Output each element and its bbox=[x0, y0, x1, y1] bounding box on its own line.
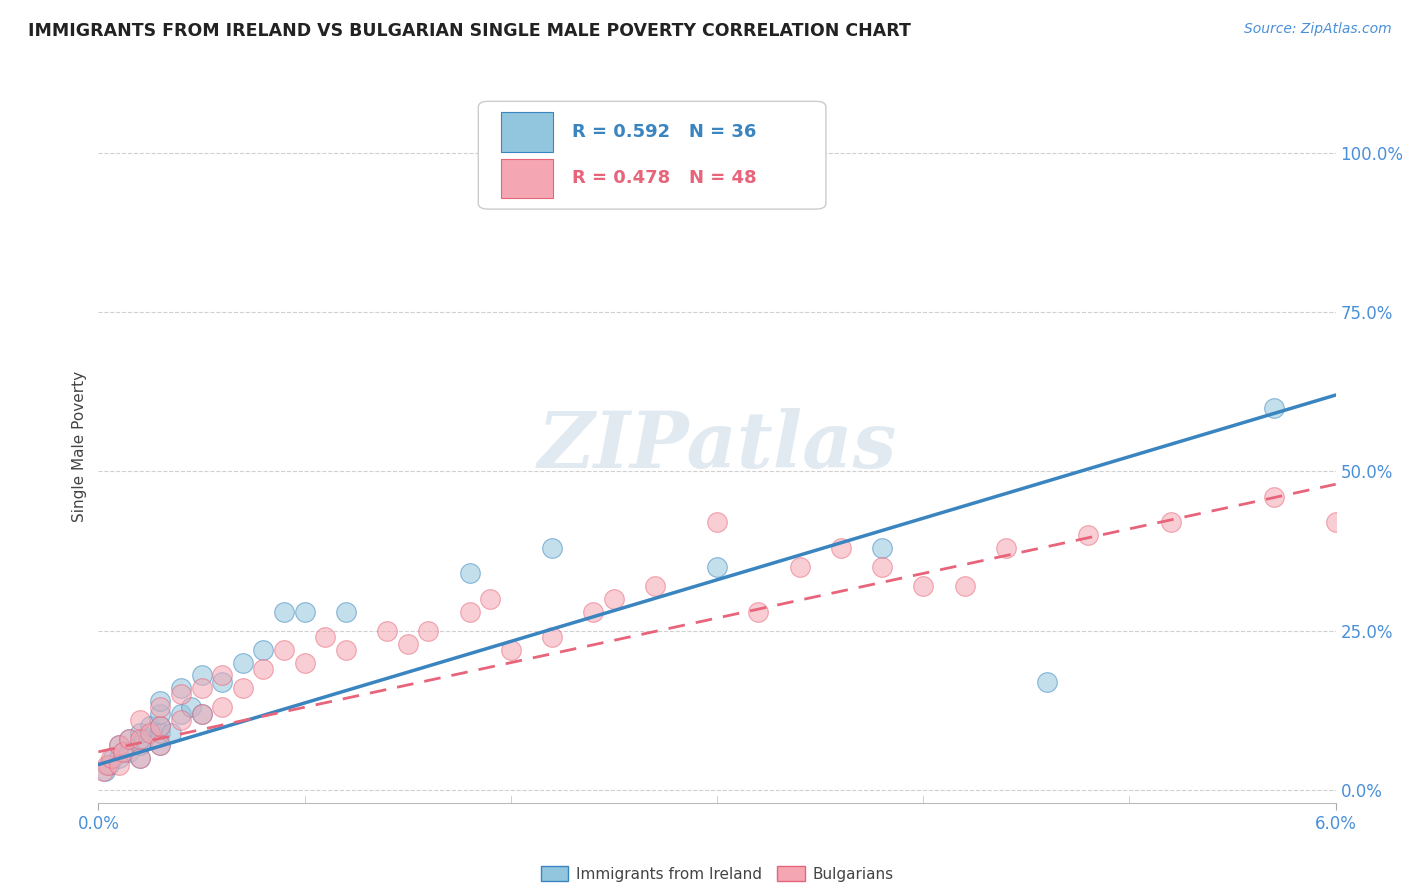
Point bbox=[912, 579, 935, 593]
Point bbox=[1036, 674, 1059, 689]
Point bbox=[190, 668, 212, 682]
Point bbox=[458, 566, 481, 581]
Point bbox=[1324, 516, 1347, 530]
Point bbox=[159, 725, 181, 739]
Point bbox=[128, 713, 150, 727]
Point bbox=[582, 605, 605, 619]
Point bbox=[118, 745, 141, 759]
Y-axis label: Single Male Poverty: Single Male Poverty bbox=[72, 370, 87, 522]
Point bbox=[190, 706, 212, 721]
Point bbox=[418, 624, 440, 638]
Point bbox=[101, 751, 124, 765]
Point bbox=[458, 605, 481, 619]
Text: R = 0.592   N = 36: R = 0.592 N = 36 bbox=[572, 123, 756, 141]
Point bbox=[1263, 490, 1285, 504]
Point bbox=[108, 757, 131, 772]
Point bbox=[706, 516, 728, 530]
Point bbox=[314, 630, 336, 644]
Point bbox=[91, 764, 114, 778]
Point bbox=[132, 732, 155, 747]
Point bbox=[128, 732, 150, 747]
Text: IMMIGRANTS FROM IRELAND VS BULGARIAN SINGLE MALE POVERTY CORRELATION CHART: IMMIGRANTS FROM IRELAND VS BULGARIAN SIN… bbox=[28, 22, 911, 40]
Point bbox=[108, 739, 131, 753]
Point bbox=[375, 624, 398, 638]
Point bbox=[294, 605, 316, 619]
Point bbox=[211, 674, 233, 689]
Point bbox=[541, 630, 564, 644]
Point bbox=[93, 764, 115, 778]
Point bbox=[211, 700, 233, 714]
Point bbox=[170, 681, 193, 695]
Point bbox=[870, 541, 893, 555]
Point bbox=[149, 719, 172, 733]
Point bbox=[830, 541, 852, 555]
Point bbox=[180, 700, 202, 714]
Point bbox=[994, 541, 1017, 555]
Point bbox=[396, 636, 419, 650]
Point bbox=[1077, 528, 1099, 542]
Point bbox=[128, 751, 150, 765]
Point bbox=[149, 719, 172, 733]
FancyBboxPatch shape bbox=[501, 159, 553, 198]
Point bbox=[706, 560, 728, 574]
Point bbox=[170, 706, 193, 721]
Point bbox=[294, 656, 316, 670]
Point bbox=[118, 732, 141, 747]
Point bbox=[149, 739, 172, 753]
Point bbox=[644, 579, 666, 593]
Point bbox=[252, 643, 274, 657]
Point bbox=[211, 668, 233, 682]
Point bbox=[1263, 401, 1285, 415]
Point bbox=[97, 757, 120, 772]
Point bbox=[96, 757, 118, 772]
Point bbox=[1160, 516, 1182, 530]
Text: Source: ZipAtlas.com: Source: ZipAtlas.com bbox=[1244, 22, 1392, 37]
Point bbox=[128, 739, 150, 753]
Point bbox=[108, 739, 131, 753]
Point bbox=[149, 739, 172, 753]
Point bbox=[112, 745, 135, 759]
Point bbox=[953, 579, 976, 593]
Point bbox=[170, 713, 193, 727]
Point bbox=[149, 700, 172, 714]
Point bbox=[273, 643, 295, 657]
Point bbox=[118, 732, 141, 747]
Point bbox=[170, 688, 193, 702]
Point bbox=[747, 605, 769, 619]
Point bbox=[128, 725, 150, 739]
Point bbox=[149, 725, 172, 739]
Point bbox=[232, 681, 254, 695]
Point bbox=[190, 706, 212, 721]
Point bbox=[273, 605, 295, 619]
Point bbox=[100, 751, 122, 765]
FancyBboxPatch shape bbox=[478, 102, 825, 209]
Point bbox=[789, 560, 811, 574]
Text: R = 0.478   N = 48: R = 0.478 N = 48 bbox=[572, 169, 756, 187]
Point bbox=[541, 541, 564, 555]
Point bbox=[232, 656, 254, 670]
Point bbox=[108, 751, 131, 765]
Point bbox=[190, 681, 212, 695]
Point bbox=[499, 643, 522, 657]
Point bbox=[128, 751, 150, 765]
Point bbox=[252, 662, 274, 676]
FancyBboxPatch shape bbox=[501, 112, 553, 152]
Point bbox=[149, 694, 172, 708]
Legend: Immigrants from Ireland, Bulgarians: Immigrants from Ireland, Bulgarians bbox=[534, 860, 900, 888]
Point bbox=[139, 725, 162, 739]
Point bbox=[479, 591, 502, 606]
Point bbox=[870, 560, 893, 574]
Point bbox=[139, 719, 162, 733]
Point bbox=[603, 591, 626, 606]
Point bbox=[149, 706, 172, 721]
Point bbox=[335, 643, 357, 657]
Point bbox=[335, 605, 357, 619]
Text: ZIPatlas: ZIPatlas bbox=[537, 408, 897, 484]
Point bbox=[112, 745, 135, 759]
